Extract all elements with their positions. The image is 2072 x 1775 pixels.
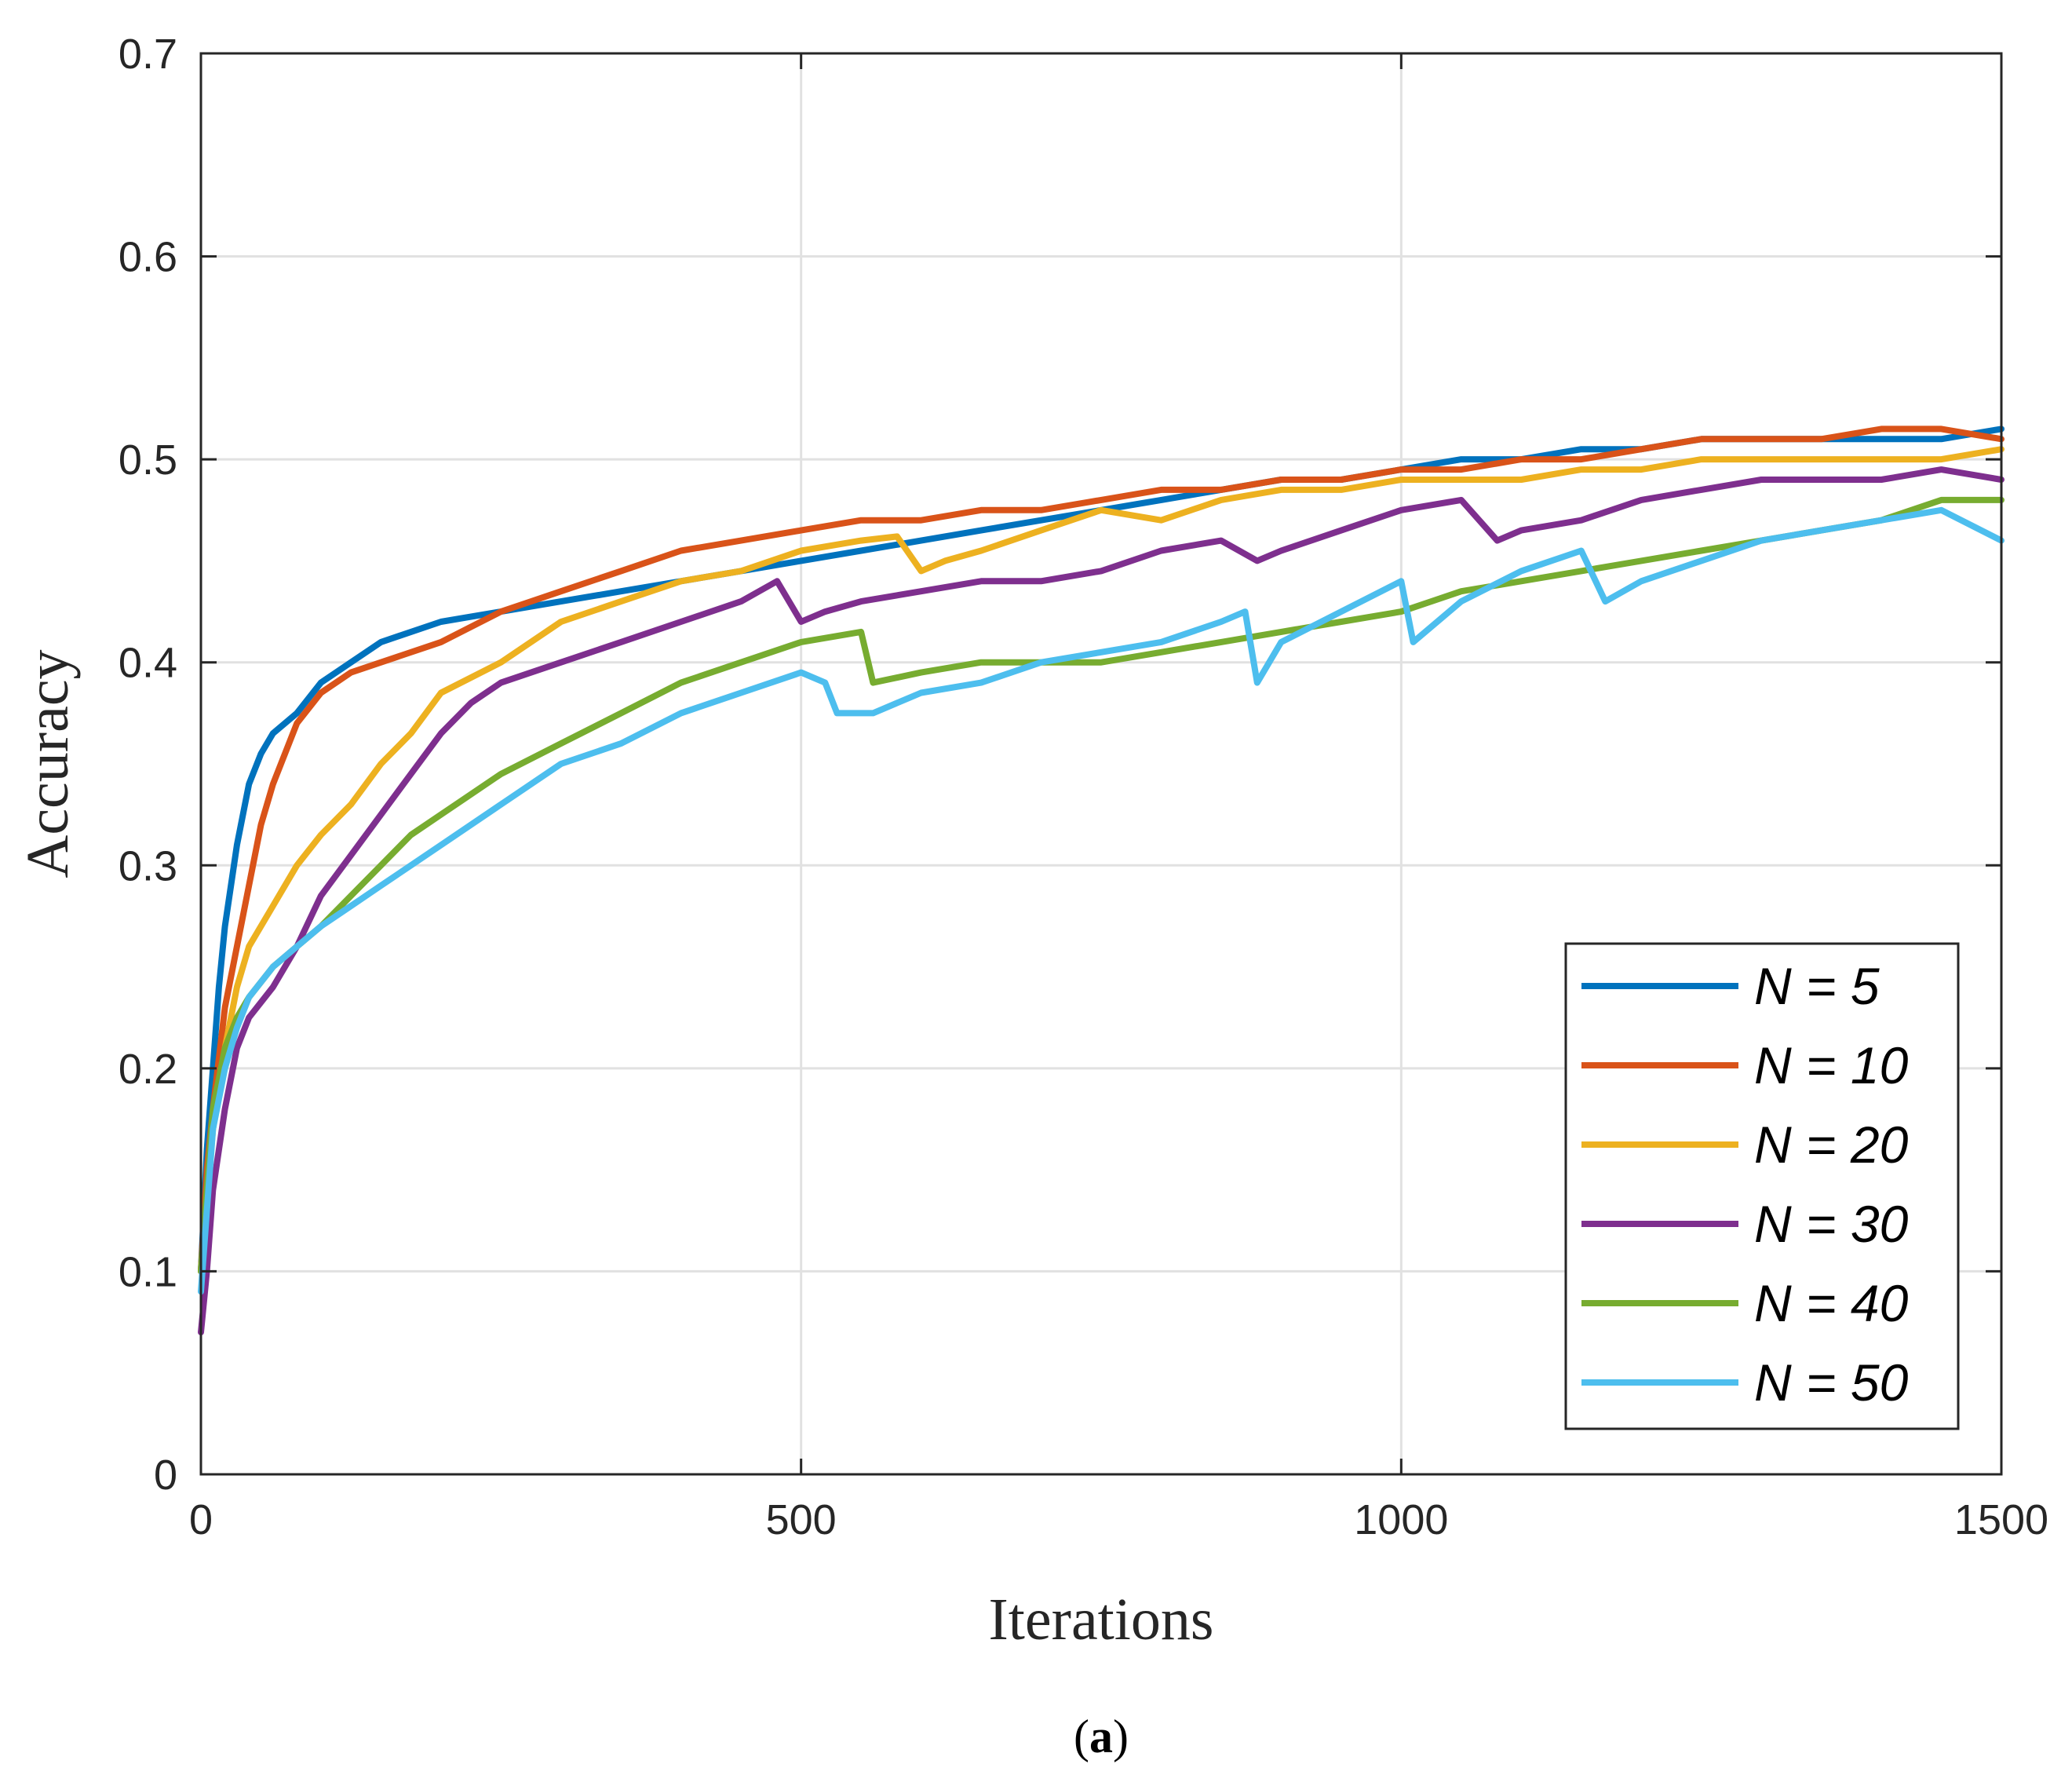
- y-tick-label: 0.3: [119, 842, 177, 889]
- legend-label-n-30: N = 30: [1754, 1195, 1909, 1253]
- x-axis-title: Iterations: [988, 1587, 1213, 1653]
- x-tick-label: 1500: [1954, 1496, 2048, 1543]
- figure-caption: (a): [1074, 1711, 1129, 1762]
- x-tick-label: 0: [189, 1496, 213, 1543]
- y-tick-label: 0.2: [119, 1046, 177, 1093]
- x-tick-labels: 0 500 1000 1500: [189, 1496, 2048, 1543]
- x-tick-label: 1000: [1354, 1496, 1448, 1543]
- series-line-n-30: [198, 466, 2005, 1335]
- legend-label-n-40: N = 40: [1754, 1274, 1909, 1332]
- caption-close-paren: ): [1113, 1711, 1129, 1762]
- y-tick-label: 0.5: [119, 436, 177, 484]
- y-tick-label: 0.6: [119, 234, 177, 281]
- series-line-n-50: [198, 506, 2005, 1295]
- y-tick-label: 0.4: [119, 640, 177, 687]
- legend-label-n-5: N = 5: [1754, 957, 1880, 1015]
- caption-open-paren: (: [1074, 1711, 1089, 1762]
- y-tick-labels: 0 0.1 0.2 0.3 0.4 0.5 0.6 0.7: [119, 31, 177, 1499]
- y-axis-title: Accuracy: [15, 649, 81, 878]
- y-tick-label: 0.7: [119, 31, 177, 78]
- legend-label-n-10: N = 10: [1754, 1036, 1909, 1094]
- series-layer: [198, 425, 2005, 1335]
- y-tick-label: 0: [154, 1452, 177, 1499]
- y-tick-label: 0.1: [119, 1248, 177, 1295]
- legend-label-n-50: N = 50: [1754, 1353, 1909, 1412]
- caption-letter: a: [1089, 1711, 1113, 1762]
- legend-label-n-20: N = 20: [1754, 1116, 1909, 1174]
- legend: N = 5 N = 10 N = 20 N = 30 N = 40 N = 50: [1564, 942, 1960, 1430]
- legend-box: [1564, 942, 1960, 1430]
- axis-ticks: [199, 52, 2003, 1476]
- series-line-n-20: [198, 446, 2005, 1275]
- x-tick-label: 500: [766, 1496, 837, 1543]
- series-line-n-5: [198, 425, 2005, 1275]
- series-line-n-10: [198, 425, 2005, 1275]
- plot-frame: [199, 52, 2003, 1476]
